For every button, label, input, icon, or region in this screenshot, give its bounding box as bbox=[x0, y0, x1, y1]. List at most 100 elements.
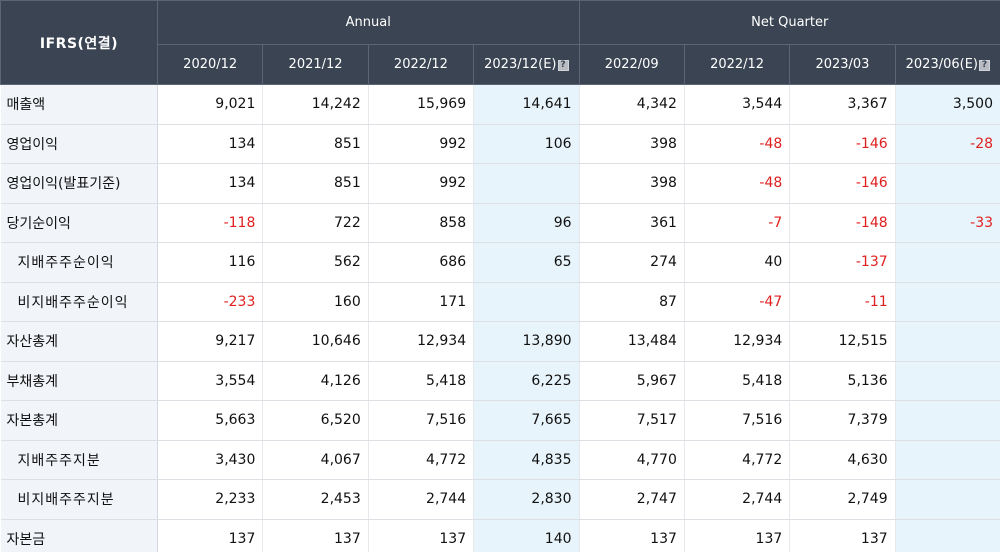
table-cell: 3,367 bbox=[789, 84, 896, 125]
table-row: 지배주주순이익 116 562 686 65 274 40 -137 bbox=[0, 242, 1000, 283]
table-cell: 116 bbox=[157, 242, 264, 283]
table-row: 매출액 9,021 14,242 15,969 14,641 4,342 3,544 3,36… bbox=[0, 84, 1000, 125]
table-cell: 851 bbox=[262, 124, 369, 164]
info-icon[interactable]: ? bbox=[557, 60, 569, 71]
table-cell: 4,067 bbox=[262, 440, 369, 480]
table-cell: 106 bbox=[473, 124, 580, 164]
table-cell: 137 bbox=[157, 519, 264, 552]
row-label: 비지배주주순이익 bbox=[0, 282, 158, 322]
table-cell: 137 bbox=[789, 519, 896, 552]
table-cell: 137 bbox=[368, 519, 475, 552]
table-cell: 12,934 bbox=[368, 321, 475, 362]
table-cell: 160 bbox=[262, 282, 369, 322]
table-cell bbox=[895, 282, 1000, 322]
row-label: 매출액 bbox=[0, 84, 158, 125]
period-label: 2022/12 bbox=[710, 57, 765, 72]
table-cell: 4,772 bbox=[368, 440, 475, 480]
table-cell: 5,136 bbox=[789, 361, 896, 401]
table-cell: 13,890 bbox=[473, 321, 580, 362]
table-cell: 137 bbox=[579, 519, 685, 552]
table-cell: 134 bbox=[157, 124, 264, 164]
table-cell: 140 bbox=[473, 519, 580, 552]
period-label: 2023/06(E) bbox=[905, 57, 979, 72]
table-cell: 851 bbox=[262, 163, 369, 204]
period-header: 2022/12 bbox=[683, 44, 791, 85]
table-row: 영업이익 134 851 992 106 398 -48 -146 -28 bbox=[0, 124, 1000, 164]
table-cell: 3,554 bbox=[157, 361, 264, 401]
table-row: 자산총계 9,217 10,646 12,934 13,890 13,484 12,934 1… bbox=[0, 321, 1000, 362]
table-cell: 5,967 bbox=[579, 361, 685, 401]
table-cell: 858 bbox=[368, 203, 475, 243]
table-cell: 137 bbox=[684, 519, 791, 552]
table-cell: 5,418 bbox=[684, 361, 791, 401]
row-label: 영업이익 bbox=[0, 124, 158, 164]
table-cell: 992 bbox=[368, 124, 475, 164]
period-label: 2023/03 bbox=[815, 57, 870, 72]
table-cell: 15,969 bbox=[368, 84, 475, 125]
period-header: 2023/06(E)? bbox=[894, 44, 1000, 85]
period-label: 2022/09 bbox=[604, 57, 659, 72]
table-cell: -148 bbox=[789, 203, 896, 243]
table-cell: 3,544 bbox=[684, 84, 791, 125]
table-row: 자본총계 5,663 6,520 7,516 7,665 7,517 7,516 7,379 bbox=[0, 400, 1000, 441]
row-label: 부채총계 bbox=[0, 361, 158, 401]
table-cell: 14,242 bbox=[262, 84, 369, 125]
table-cell: 10,646 bbox=[262, 321, 369, 362]
table-cell: 7,379 bbox=[789, 400, 896, 441]
table-cell bbox=[895, 479, 1000, 520]
table-cell: -146 bbox=[789, 163, 896, 204]
table-cell: 12,934 bbox=[684, 321, 791, 362]
table-cell: 398 bbox=[579, 124, 685, 164]
table-cell: 2,233 bbox=[157, 479, 264, 520]
row-label: 자본총계 bbox=[0, 400, 158, 441]
row-label: 당기순이익 bbox=[0, 203, 158, 243]
row-label: 비지배주주지분 bbox=[0, 479, 158, 520]
table-cell bbox=[895, 242, 1000, 283]
table-cell: -137 bbox=[789, 242, 896, 283]
table-cell: 2,744 bbox=[684, 479, 791, 520]
table-cell: 2,453 bbox=[262, 479, 369, 520]
table-cell: 96 bbox=[473, 203, 580, 243]
table-cell: 5,663 bbox=[157, 400, 264, 441]
table-row: 자본금 137 137 137 140 137 137 137 bbox=[0, 519, 1000, 552]
table-cell: 2,749 bbox=[789, 479, 896, 520]
table-cell bbox=[895, 519, 1000, 552]
table-cell: 87 bbox=[579, 282, 685, 322]
period-header: 2022/09 bbox=[578, 44, 685, 85]
table-cell bbox=[895, 440, 1000, 480]
table-cell: -47 bbox=[684, 282, 791, 322]
table-cell: 562 bbox=[262, 242, 369, 283]
table-cell: 2,830 bbox=[473, 479, 580, 520]
table-cell: 361 bbox=[579, 203, 685, 243]
period-label: 2021/12 bbox=[288, 57, 343, 72]
table-row: 비지배주주순이익 -233 160 171 87 -47 -11 bbox=[0, 282, 1000, 322]
period-header: 2022/12 bbox=[367, 44, 475, 85]
table-cell: 2,744 bbox=[368, 479, 475, 520]
table-cell: 6,520 bbox=[262, 400, 369, 441]
table-cell: -28 bbox=[895, 124, 1000, 164]
table-cell bbox=[895, 400, 1000, 441]
row-label: 지배주주순이익 bbox=[0, 242, 158, 283]
table-cell: 9,217 bbox=[157, 321, 264, 362]
table-body: 매출액 9,021 14,242 15,969 14,641 4,342 3,544 3,36… bbox=[0, 84, 1000, 552]
table-cell: -146 bbox=[789, 124, 896, 164]
table-cell: 13,484 bbox=[579, 321, 685, 362]
table-cell: 992 bbox=[368, 163, 475, 204]
table-cell: 2,747 bbox=[579, 479, 685, 520]
table-cell bbox=[473, 282, 580, 322]
table-cell: -7 bbox=[684, 203, 791, 243]
period-header: 2021/12 bbox=[262, 44, 369, 85]
table-cell: -48 bbox=[684, 124, 791, 164]
table-cell: 7,517 bbox=[579, 400, 685, 441]
period-label: 2023/12(E) bbox=[484, 57, 557, 72]
row-label: 지배주주지분 bbox=[0, 440, 158, 480]
table-cell: 4,772 bbox=[684, 440, 791, 480]
table-cell: 686 bbox=[368, 242, 475, 283]
info-icon[interactable]: ? bbox=[979, 60, 991, 71]
table-cell: 137 bbox=[262, 519, 369, 552]
table-cell: 4,342 bbox=[579, 84, 685, 125]
table-cell: 4,835 bbox=[473, 440, 580, 480]
table-cell bbox=[895, 163, 1000, 204]
period-header-row: 2020/12 2021/12 2022/12 2023/12(E)? 2022/09 2… bbox=[1, 44, 1000, 85]
table-cell bbox=[473, 163, 580, 204]
